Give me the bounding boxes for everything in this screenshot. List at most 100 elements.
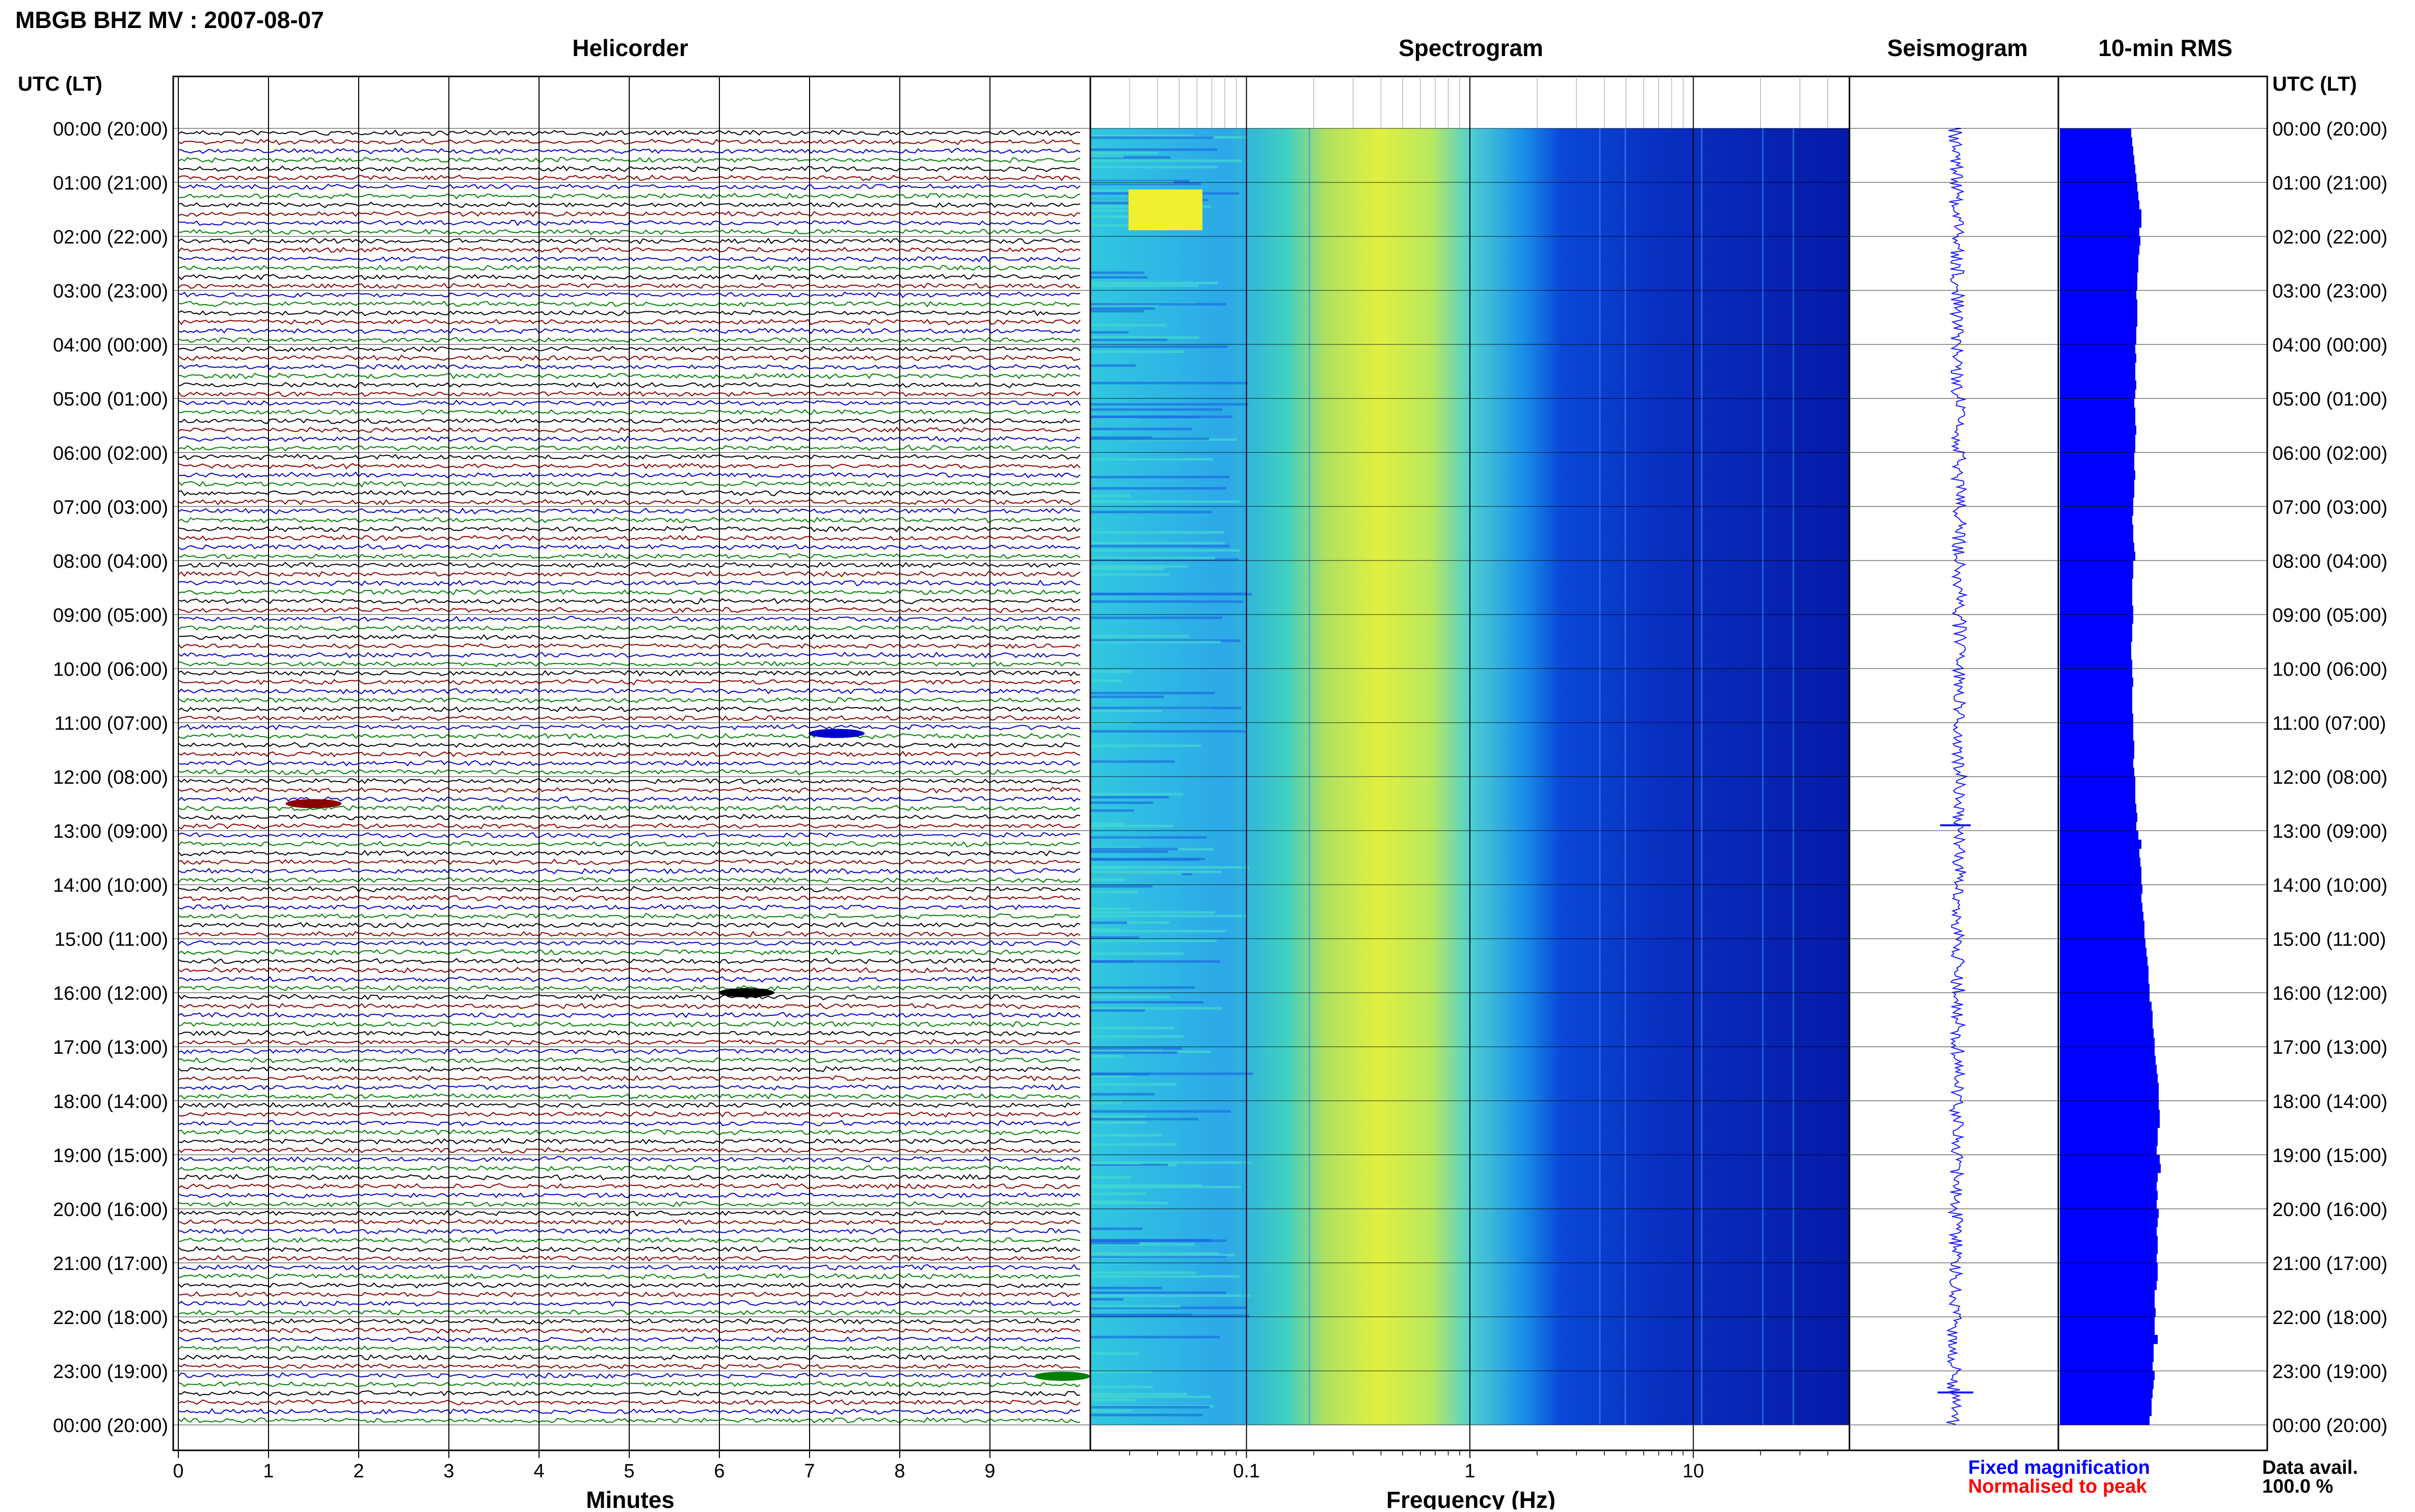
time-label: 03:00 (23:00) — [2272, 281, 2387, 302]
rms-bar — [2060, 164, 2135, 174]
helicorder-trace — [178, 1102, 1081, 1109]
rms-bar — [2060, 1100, 2159, 1110]
helicorder-trace — [178, 661, 1081, 667]
rms-bar — [2060, 1335, 2158, 1344]
rms-bar — [2060, 1002, 2152, 1011]
rms-bar — [2060, 759, 2133, 768]
spectrogram-band — [1090, 331, 1129, 334]
helicorder-trace — [178, 210, 1081, 218]
helicorder-trace — [178, 310, 1081, 316]
spectrogram-band — [1090, 1406, 1210, 1409]
helicorder-trace — [178, 444, 1081, 451]
rms-bar — [2060, 218, 2141, 228]
time-label: 17:00 (13:00) — [53, 1037, 168, 1059]
spectrogram-band — [1090, 1202, 1168, 1205]
spectrogram-band — [1090, 1035, 1184, 1038]
helicorder-event — [285, 799, 342, 808]
helicorder-trace — [178, 931, 1081, 937]
spectrogram-band — [1090, 939, 1217, 942]
spectrogram-band — [1090, 1009, 1145, 1012]
rms-bar — [2060, 551, 2135, 561]
rms-bar — [2060, 821, 2136, 831]
spectrogram-band — [1090, 744, 1201, 747]
spectrogram-band — [1090, 995, 1170, 998]
spectrogram-band — [1090, 1294, 1251, 1297]
rms-bar — [2060, 983, 2150, 993]
spectrogram-band — [1090, 558, 1239, 561]
rms-bar — [2060, 1245, 2158, 1254]
rms-bar — [2060, 335, 2136, 345]
time-label: 00:00 (20:00) — [53, 1415, 168, 1437]
spectrogram-band — [1090, 276, 1147, 279]
rms-bar — [2060, 1038, 2155, 1047]
helicorder-trace — [178, 1183, 1081, 1190]
spectrogram-band — [1090, 1200, 1135, 1203]
spectrogram-band — [1090, 476, 1229, 478]
rms-bar — [2060, 1181, 2157, 1191]
helicorder-trace — [178, 561, 1081, 569]
helicorder-trace — [178, 804, 1081, 812]
rms-bar — [2060, 452, 2134, 462]
helicorder-trace — [178, 922, 1081, 929]
helicorder-trace — [178, 715, 1081, 721]
spectrogram-band — [1090, 871, 1222, 873]
helicorder-trace — [178, 976, 1081, 983]
spectrogram-band — [1090, 873, 1182, 876]
rms-bar — [2060, 326, 2136, 336]
minute-tick-label: 7 — [804, 1461, 815, 1482]
time-label: 22:00 (18:00) — [53, 1307, 168, 1329]
spectrogram-band — [1090, 136, 1214, 139]
spectrogram-band — [1090, 215, 1151, 218]
helicorder-trace — [178, 255, 1081, 262]
minute-tick-label: 2 — [353, 1461, 364, 1482]
time-label: 04:00 (00:00) — [2272, 335, 2387, 356]
spectrogram-band — [1090, 639, 1241, 642]
spectrogram-title: Spectrogram — [1399, 35, 1543, 61]
helicorder-trace — [178, 436, 1081, 443]
helicorder-trace — [178, 201, 1081, 208]
spectrogram-band — [1090, 542, 1225, 545]
rms-bar — [2060, 884, 2142, 894]
spectrogram-band — [1090, 1133, 1163, 1137]
helicorder-trace — [178, 274, 1081, 281]
helicorder-trace — [178, 652, 1081, 659]
helicorder-trace — [178, 490, 1081, 497]
helicorder-trace — [178, 183, 1081, 191]
time-label: 23:00 (19:00) — [2272, 1361, 2387, 1383]
time-label: 12:00 (08:00) — [53, 767, 168, 789]
helicorder-trace — [178, 1156, 1081, 1163]
rms-bar — [2060, 894, 2141, 903]
spectrogram-band — [1090, 890, 1138, 894]
time-label: 21:00 (17:00) — [53, 1253, 168, 1275]
rms-bar — [2060, 938, 2145, 948]
helicorder-trace — [178, 553, 1081, 559]
rms-bar — [2060, 1208, 2159, 1218]
time-label: 23:00 (19:00) — [53, 1361, 168, 1383]
time-label: 11:00 (07:00) — [55, 713, 168, 734]
helicorder-trace — [178, 382, 1081, 389]
helicorder-trace — [178, 409, 1081, 415]
left-utc-label: UTC (LT) — [18, 73, 102, 95]
spectrogram-band — [1090, 345, 1227, 348]
rms-bar — [2060, 956, 2148, 966]
helicorder-title: Helicorder — [572, 35, 688, 61]
rms-bar — [2060, 299, 2137, 309]
helicorder-trace — [178, 1201, 1081, 1208]
rms-bar — [2060, 1326, 2155, 1335]
rms-bar — [2060, 1299, 2155, 1308]
left-time-labels: 00:00 (20:00) 01:00 (21:00) 02:00 (22:00) 0… — [53, 119, 168, 1437]
spectrogram-band — [1090, 846, 1139, 849]
rms-bar — [2060, 1235, 2158, 1245]
spectrogram-band — [1090, 921, 1127, 924]
rms-bar — [2060, 443, 2135, 453]
rms-bar — [2060, 254, 2138, 264]
helicorder-trace — [178, 328, 1081, 334]
rms-bar — [2060, 776, 2135, 786]
legend-fixed-magnification: Fixed magnification — [1968, 1457, 2150, 1478]
rms-bar — [2060, 732, 2133, 741]
helicorder-trace — [178, 1147, 1081, 1154]
rms-bar — [2060, 740, 2134, 750]
time-label: 22:00 (18:00) — [2272, 1307, 2387, 1329]
spectrogram-band — [1090, 1143, 1176, 1146]
spectrogram-band — [1090, 907, 1131, 910]
